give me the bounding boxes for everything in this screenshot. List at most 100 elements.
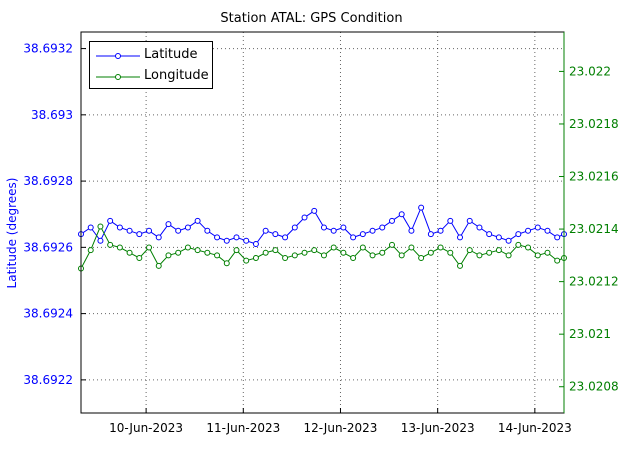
y-tick-label-right: 23.0216 (569, 170, 619, 184)
data-point-latitude (194, 217, 201, 224)
data-point-longitude (320, 252, 327, 259)
data-point-longitude (388, 241, 395, 248)
data-point-latitude (554, 234, 561, 241)
data-point-latitude (233, 234, 240, 241)
data-point-longitude (311, 247, 318, 254)
y-tick-label-left: 38.693 (31, 108, 73, 122)
data-point-longitude (282, 254, 289, 261)
data-point-longitude (204, 249, 211, 256)
data-point-latitude (534, 224, 541, 231)
data-point-longitude (243, 257, 250, 264)
data-point-latitude (447, 217, 454, 224)
axes: 10-Jun-2023 11-Jun-2023 12-Jun-2023 13-Jun-… (23, 32, 619, 435)
data-point-longitude (330, 244, 337, 251)
data-point-longitude (233, 247, 240, 254)
data-point-latitude (116, 224, 123, 231)
legend-label-latitude: Latitude (144, 47, 198, 62)
data-point-latitude (155, 234, 162, 241)
data-point-latitude (214, 234, 221, 241)
data-point-latitude (262, 227, 269, 234)
data-point-longitude (301, 249, 308, 256)
data-point-latitude (505, 237, 512, 244)
grid-lines (81, 32, 564, 413)
data-point-longitude (379, 249, 386, 256)
x-tick-label: 10-Jun-2023 (109, 421, 183, 435)
data-point-longitude (534, 252, 541, 259)
chart-title: Station ATAL: GPS Condition (220, 11, 403, 26)
data-point-longitude (359, 244, 366, 251)
y-tick-label-right: 23.022 (569, 64, 611, 78)
y-tick-label-right: 23.0212 (569, 275, 619, 289)
data-point-longitude (476, 252, 483, 259)
data-point-latitude (330, 227, 337, 234)
data-point-latitude (525, 227, 532, 234)
x-tick-label: 11-Jun-2023 (206, 421, 280, 435)
data-point-longitude (97, 223, 104, 230)
data-point-latitude (515, 231, 522, 238)
data-point-latitude (379, 224, 386, 231)
data-point-longitude (398, 252, 405, 259)
data-point-latitude (486, 231, 493, 238)
data-point-longitude (554, 257, 561, 264)
y-tick-label-right: 23.0208 (569, 380, 619, 394)
data-point-longitude (175, 249, 182, 256)
data-point-longitude (291, 252, 298, 259)
y-tick-label-left: 38.6922 (23, 373, 73, 387)
data-point-longitude (418, 254, 425, 261)
data-point-longitude (350, 254, 357, 261)
data-point-longitude (447, 249, 454, 256)
data-point-longitude (155, 262, 162, 269)
data-point-longitude (116, 244, 123, 251)
legend-swatch-longitude (96, 74, 140, 80)
data-point-longitude (194, 247, 201, 254)
data-point-latitude (252, 241, 259, 248)
data-point-longitude (146, 244, 153, 251)
data-point-latitude (272, 231, 279, 238)
data-point-longitude (486, 249, 493, 256)
data-point-latitude (301, 214, 308, 221)
data-point-latitude (398, 211, 405, 218)
data-point-longitude (214, 252, 221, 259)
data-point-longitude (223, 260, 230, 267)
data-point-latitude (126, 227, 133, 234)
data-point-latitude (282, 234, 289, 241)
y-tick-label-left: 38.6924 (23, 307, 73, 321)
data-point-latitude (495, 234, 502, 241)
plot-area-frame (80, 31, 565, 414)
data-point-longitude (136, 254, 143, 261)
data-point-latitude (418, 204, 425, 211)
data-point-longitude (427, 249, 434, 256)
data-point-longitude (408, 244, 415, 251)
legend-entry-longitude: Longitude (90, 66, 212, 86)
legend-swatch-latitude (96, 53, 140, 59)
y-tick-label-left: 38.6932 (23, 42, 73, 56)
y-tick-label-left: 38.6928 (23, 174, 73, 188)
legend-label-longitude: Longitude (144, 68, 209, 83)
plot-series (78, 204, 567, 272)
data-point-latitude (87, 224, 94, 231)
data-point-latitude (291, 224, 298, 231)
data-point-latitude (544, 227, 551, 234)
data-point-latitude (359, 231, 366, 238)
data-point-latitude (340, 224, 347, 231)
y-tick-label-right: 23.0214 (569, 222, 619, 236)
data-point-latitude (408, 227, 415, 234)
data-point-latitude (369, 227, 376, 234)
data-point-latitude (165, 221, 172, 228)
data-point-latitude (243, 237, 250, 244)
legend-entry-latitude: Latitude (90, 45, 212, 65)
data-point-latitude (175, 227, 182, 234)
data-point-latitude (97, 237, 104, 244)
data-point-longitude (544, 249, 551, 256)
data-point-longitude (340, 249, 347, 256)
data-point-longitude (495, 247, 502, 254)
data-point-longitude (505, 252, 512, 259)
y-axis-label-left: Latitude (degrees) (5, 177, 19, 289)
data-point-latitude (427, 231, 434, 238)
y-tick-label-right: 23.0218 (569, 117, 619, 131)
data-point-latitude (476, 224, 483, 231)
data-point-longitude (107, 241, 114, 248)
data-point-longitude (165, 252, 172, 259)
x-tick-label: 14-Jun-2023 (498, 421, 572, 435)
